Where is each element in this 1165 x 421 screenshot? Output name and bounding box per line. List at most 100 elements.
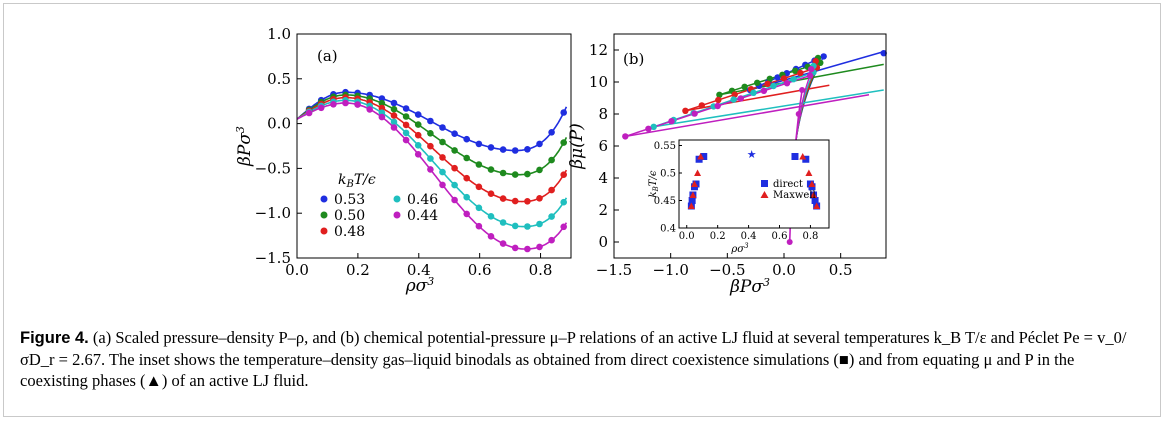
panel-a-point-0.46 [414, 142, 422, 149]
panel-a-point-0.44 [463, 210, 471, 218]
caption-label: Figure 4. [20, 329, 89, 347]
panel-b-point-0.44 [691, 110, 698, 117]
panel-a-point-0.46 [463, 193, 471, 201]
inset-ytick-label: 0.5 [660, 169, 676, 180]
inset-xtick-label: 0.0 [679, 231, 695, 242]
panel-b-point-0.46 [790, 76, 797, 83]
inset-maxwell-point [808, 180, 816, 187]
panel-a-point-0.50 [511, 171, 519, 178]
panel-a-point-0.44 [439, 181, 446, 189]
panel-b-stable-branch-0.46 [653, 89, 884, 128]
panel-a-point-0.50 [548, 156, 555, 164]
panel-b-point-0.48 [715, 96, 722, 104]
panel-a-point-0.44 [487, 233, 495, 240]
panel-a-point-0.50 [414, 121, 422, 128]
legend-marker-0.48 [320, 227, 328, 235]
panel-b-point-0.44 [806, 72, 814, 79]
panel-a-ytick-label: 0.5 [267, 70, 291, 88]
panel-a-tag: (a) [317, 47, 338, 65]
panel-a-point-0.44 [414, 151, 422, 158]
panel-b-point-0.44 [760, 87, 768, 95]
inset-direct-point [688, 197, 696, 204]
panel-b-ytick-label: 6 [598, 137, 608, 155]
panel-a-point-0.50 [524, 170, 531, 178]
legend-label-0.46: 0.46 [407, 192, 438, 208]
legend-marker-0.53 [320, 195, 328, 203]
panel-b-point-0.48 [797, 69, 804, 77]
panel-b-xtick-label: 0.0 [772, 261, 796, 279]
panel-a-point-0.53 [402, 105, 410, 112]
panel-a-point-0.48 [524, 198, 531, 205]
panel-b-tag: (b) [623, 50, 644, 68]
inset-xtick-label: 0.2 [710, 231, 726, 242]
panel-b-point-0.46 [730, 96, 737, 103]
inset-direct-point [791, 153, 799, 160]
inset-maxwell-point [697, 153, 705, 160]
panel-b-xlabel: βPσ3 [729, 276, 770, 297]
panel-b-point-0.53 [774, 74, 781, 81]
panel-a-point-0.48 [487, 190, 495, 197]
inset-legend-direct: direct [773, 179, 803, 190]
panel-b-point-0.50 [716, 91, 723, 99]
panel-b-point-0.48 [698, 102, 705, 109]
panel-a-point-0.53 [499, 146, 507, 153]
panel-a-point-0.53 [524, 146, 531, 153]
legend-label-0.50: 0.50 [334, 208, 365, 224]
panel-a-point-0.48 [439, 154, 446, 161]
panel-b-point-0.48 [682, 107, 689, 115]
panel-a-point-0.53 [536, 140, 543, 148]
panel-a-point-0.53 [439, 124, 446, 131]
inset-direct-point [811, 197, 819, 204]
panel-b-point-0.50 [791, 67, 799, 75]
panel-a-point-0.44 [390, 124, 398, 131]
panel-b-point-0.50 [754, 79, 761, 87]
panel-b-stable-branch-0.44 [625, 94, 870, 138]
panel-b-liquid-point [786, 239, 793, 245]
panel-a-point-0.48 [560, 171, 567, 178]
panel-a-point-0.50 [499, 169, 507, 177]
panel-b-point-0.44 [645, 125, 652, 132]
inset-critical-point: ★ [747, 149, 757, 161]
panel-a-point-0.44 [475, 222, 483, 230]
panel-a-point-0.44 [354, 101, 361, 108]
panel-a-ytick-label: −0.5 [255, 159, 291, 177]
panel-a-legend: kBT/ϵ 0.530.500.48 0.460.44 [320, 172, 438, 240]
panel-a-point-0.46 [427, 155, 434, 162]
panel-a-point-0.48 [548, 186, 555, 194]
legend-marker-0.46 [393, 195, 401, 203]
panel-a-xlabel: ρσ3 [405, 275, 435, 296]
panel-a-xtick-label: 0.0 [285, 261, 309, 279]
panel-a-point-0.44 [366, 106, 374, 113]
panel-b-ytick-label: 10 [589, 73, 608, 91]
panel-a-point-0.46 [524, 223, 531, 230]
panel-a-point-0.44 [499, 240, 507, 247]
panel-a-point-0.48 [536, 195, 543, 202]
panel-a-point-0.53 [378, 95, 386, 102]
panel-a-xtick-label: 0.6 [468, 261, 492, 279]
panel-a-point-0.48 [475, 183, 483, 191]
panel-a-point-0.50 [560, 139, 567, 146]
panel-a-point-0.53 [390, 99, 398, 107]
panel-b-point-0.44 [737, 95, 744, 102]
panel-b-ytick-label: 2 [598, 201, 608, 219]
inset-ylabel: kBT/ϵ [648, 170, 660, 197]
panel-b-ytick-label: 8 [598, 105, 608, 123]
panel-b-point-0.48 [780, 75, 788, 82]
panel-a-point-0.44 [342, 99, 349, 107]
panel-b-point-0.44 [622, 133, 629, 140]
panel-a-point-0.48 [511, 197, 519, 205]
panel-a-point-0.46 [548, 213, 555, 220]
panel-a-point-0.46 [402, 129, 410, 137]
panel-a-point-0.46 [390, 118, 398, 126]
panel-a-point-0.50 [439, 138, 446, 146]
legend-label-0.44: 0.44 [407, 208, 438, 224]
panel-b-point-0.53 [880, 50, 887, 57]
inset-ytick-label: 0.45 [654, 196, 676, 207]
panel-a-point-0.44 [548, 236, 555, 244]
panel-a-ylabel: βPσ3 [234, 126, 255, 167]
panel-a-chart: 0.0 0.2 0.4 0.6 0.8 1.0 0.5 0.0 −0.5 −1.0 −1.5 (a)… [234, 25, 572, 296]
inset-ytick-label: 0.4 [660, 224, 676, 235]
legend-title: kBT/ϵ [338, 172, 376, 190]
panel-a-axes-frame [296, 33, 572, 259]
inset-chart: 0.0 0.2 0.4 0.6 0.8 0.55 0.5 0.45 0.4 ★ kBT/ϵ ρσ… [648, 139, 830, 255]
